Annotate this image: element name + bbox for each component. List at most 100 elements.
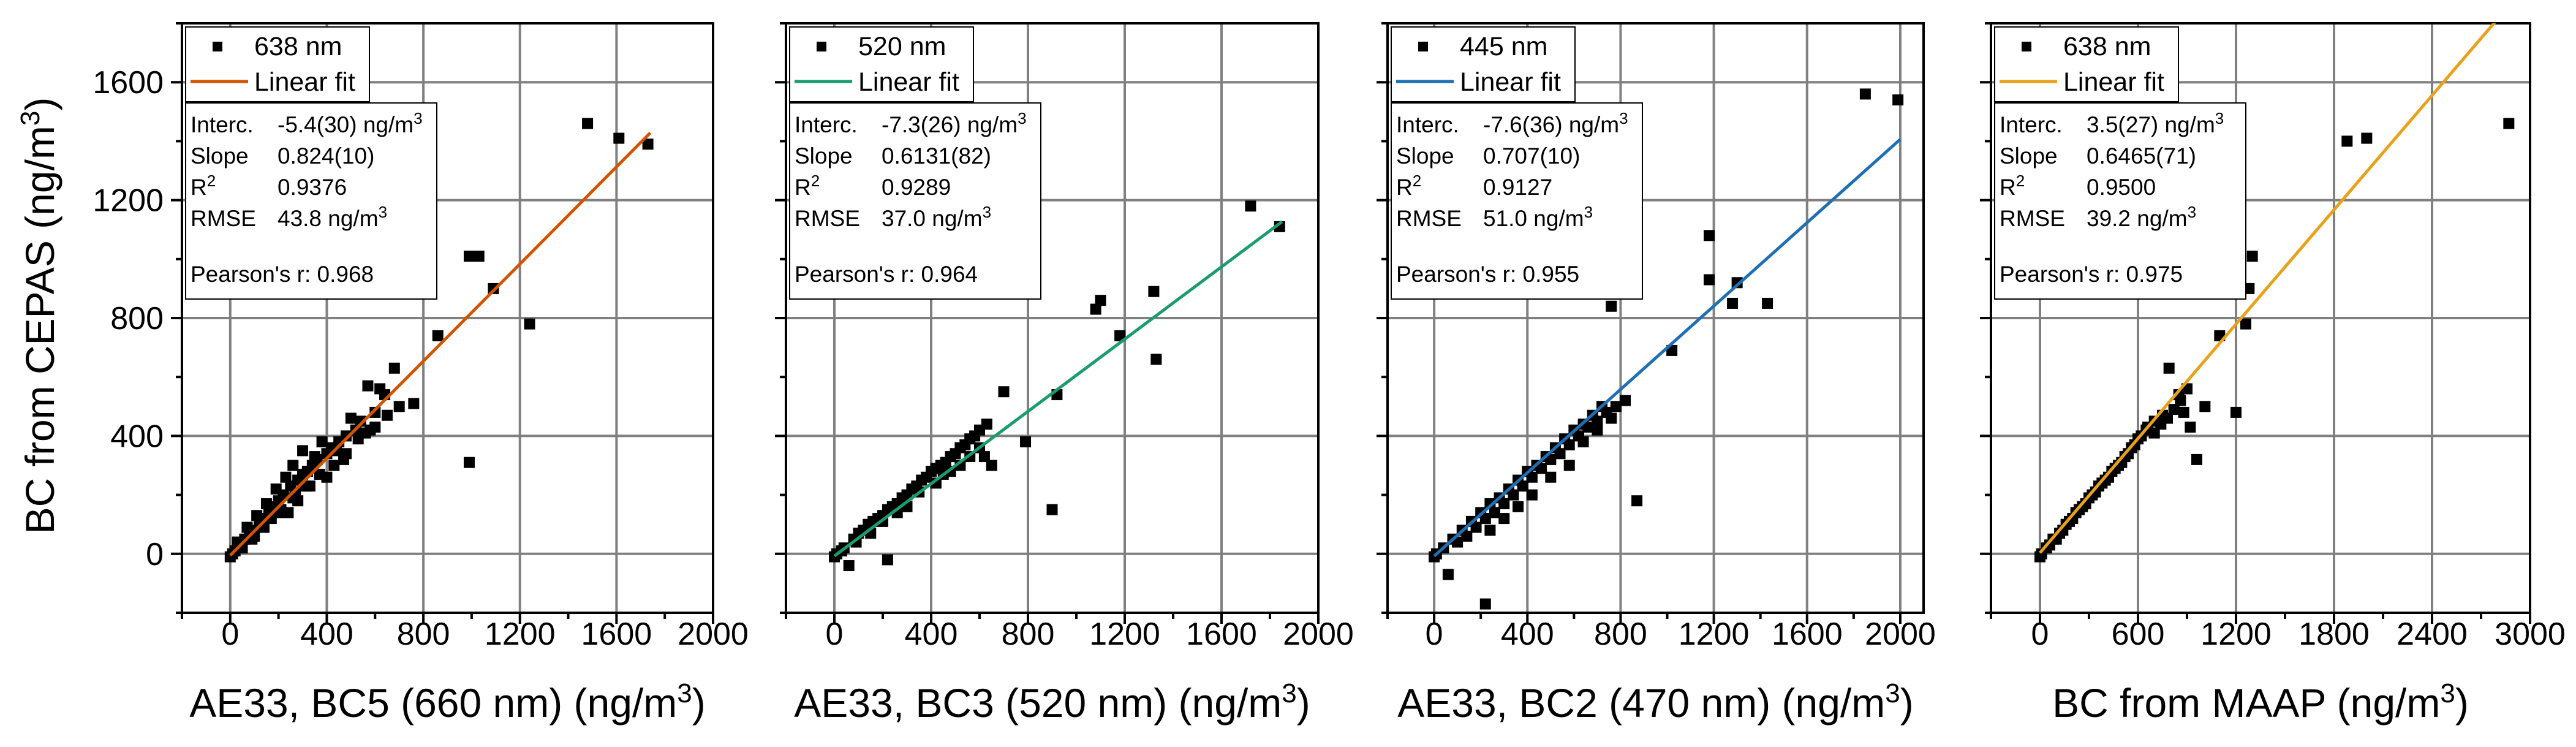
data-point <box>1479 598 1491 610</box>
data-point <box>355 415 366 427</box>
stat-value: 0.9289 <box>882 175 951 200</box>
x-tick-label: 0 <box>1426 616 1443 652</box>
legend: 520 nm Linear fit <box>789 26 974 102</box>
stat-value: 0.9376 <box>278 175 347 200</box>
legend-label-marker: 638 nm <box>254 32 342 61</box>
data-point <box>1582 421 1594 433</box>
data-layer <box>1429 88 1904 610</box>
legend-frame <box>789 26 974 102</box>
x-tick-label: 1800 <box>2298 616 2370 652</box>
stat-value: 0.6465(71) <box>2087 143 2196 169</box>
data-point <box>950 448 961 460</box>
x-tick-label: 1200 <box>1679 616 1750 652</box>
pearson-r: Pearson's r: 0.964 <box>795 262 978 287</box>
fit-line <box>2039 23 2496 554</box>
stat-label: Interc. <box>1396 112 1459 137</box>
data-point <box>998 386 1010 398</box>
data-point <box>2185 421 2196 433</box>
data-point <box>1090 303 1101 315</box>
stat-value: 39.2 ng/m3 <box>2087 203 2196 231</box>
x-axis-label: BC from MAAP (ng/m3) <box>2052 678 2469 726</box>
data-point <box>2230 406 2242 418</box>
data-point <box>2361 132 2373 144</box>
legend: 445 nm Linear fit <box>1391 26 1576 102</box>
stat-value: -7.6(36) ng/m3 <box>1483 109 1628 137</box>
x-tick-label: 400 <box>1501 616 1554 652</box>
data-point <box>1762 297 1773 309</box>
stats-box: Interc. 3.5(27) ng/m3 Slope 0.6465(71) R2 0.9… <box>1994 102 2246 300</box>
data-point <box>1577 436 1589 448</box>
x-tick-label: 1200 <box>1089 616 1160 652</box>
stat-value: 3.5(27) ng/m3 <box>2087 109 2224 137</box>
stat-value: 0.9500 <box>2087 175 2156 200</box>
stats-box: Interc. -7.6(36) ng/m3 Slope 0.707(10) R2 0.9… <box>1391 102 1643 300</box>
data-point <box>940 457 951 468</box>
data-point <box>2199 401 2211 412</box>
x-tick-label: 2000 <box>678 616 749 652</box>
stats-box-frame <box>1994 102 2246 300</box>
data-point <box>1601 406 1612 418</box>
stat-label: R2 <box>795 172 820 200</box>
data-point <box>1620 395 1631 406</box>
data-point <box>1461 530 1473 542</box>
x-tick-label: 400 <box>300 616 353 652</box>
legend-label-fit: Linear fit <box>858 67 959 97</box>
data-point <box>241 521 253 533</box>
panel-3: 0 400 800 1200 1600 2000 AE33, BC2 (470 nm) (n… <box>1377 22 1936 726</box>
panel-1: 0 400 800 1200 1600 2000 0 400 800 1200 1600 AE33, … <box>93 22 749 726</box>
x-tick-label: 0 <box>826 616 844 652</box>
data-point <box>369 406 381 418</box>
stat-value: 0.824(10) <box>278 143 374 169</box>
data-point <box>613 132 625 144</box>
data-point <box>986 460 997 471</box>
stat-label: Interc. <box>2000 112 2063 137</box>
x-tick-label: 3000 <box>2495 616 2566 652</box>
stats-box-frame <box>789 102 1041 300</box>
stat-label: Slope <box>795 143 853 169</box>
y-tick-label: 1600 <box>93 65 164 100</box>
data-point <box>1563 460 1575 471</box>
data-point <box>1513 501 1524 512</box>
data-point <box>1536 463 1547 474</box>
legend-label-fit: Linear fit <box>1460 67 1561 97</box>
stat-value: -5.4(30) ng/m3 <box>278 109 423 137</box>
legend-marker-square <box>2022 42 2031 51</box>
data-point <box>2341 135 2353 147</box>
data-point <box>959 439 971 450</box>
y-tick-label: 400 <box>110 419 164 454</box>
x-tick-label: 1200 <box>485 616 556 652</box>
fit-line <box>1433 138 1902 558</box>
legend-marker-square <box>1418 42 1428 51</box>
x-tick-label: 1600 <box>581 616 652 652</box>
data-point <box>364 424 376 436</box>
data-point <box>1498 498 1510 510</box>
data-point <box>2163 362 2175 374</box>
data-point <box>1470 521 1482 533</box>
data-point <box>388 362 400 374</box>
stat-label: R2 <box>2000 172 2025 200</box>
y-tick-label: 800 <box>110 301 164 336</box>
data-point <box>901 489 913 501</box>
data-point <box>1545 453 1557 465</box>
data-point <box>473 250 485 262</box>
data-point <box>309 451 320 463</box>
x-axis-label: AE33, BC2 (470 nm) (ng/m3) <box>1397 678 1913 726</box>
pearson-r: Pearson's r: 0.975 <box>2000 262 2183 287</box>
data-point <box>280 471 292 483</box>
data-point <box>1610 401 1622 412</box>
legend-frame <box>1994 26 2179 102</box>
data-point <box>463 250 475 262</box>
data-point <box>345 412 357 424</box>
fit-line <box>229 131 652 557</box>
y-tick-label: 0 <box>146 537 164 572</box>
stat-value: 0.6131(82) <box>882 143 991 169</box>
data-point <box>1148 286 1160 297</box>
data-point <box>1484 525 1496 536</box>
data-point <box>282 507 294 518</box>
data-point <box>524 318 535 330</box>
pearson-r: Pearson's r: 0.955 <box>1396 262 1579 287</box>
legend-frame <box>185 26 370 102</box>
data-point <box>978 451 990 463</box>
x-tick-label: 800 <box>397 616 450 652</box>
data-point <box>2034 551 2045 563</box>
